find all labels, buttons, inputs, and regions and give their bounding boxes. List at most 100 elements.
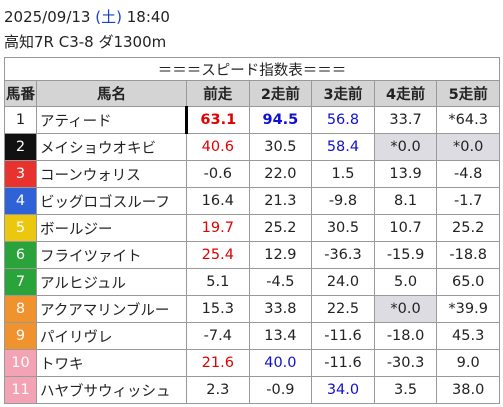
speed-index: 25.2	[436, 214, 500, 242]
horse-number: 9	[4, 322, 37, 350]
speed-index: -4.5	[248, 268, 313, 296]
column-header: 2走前	[248, 80, 313, 107]
horse-row: 9 パイリヴレ -7.4 13.4 -11.6 -18.0 45.3	[4, 322, 500, 350]
speed-index: 94.5	[248, 106, 313, 134]
speed-index: 1.5	[311, 160, 375, 188]
time: 18:40	[126, 8, 170, 26]
horse-row: 10 トワキ 21.6 40.0 -11.6 -30.3 9.0	[4, 349, 500, 377]
speed-index: 13.4	[248, 322, 313, 350]
horse-number: 3	[4, 160, 37, 188]
speed-index: 21.6	[186, 349, 250, 377]
speed-index: 45.3	[436, 322, 500, 350]
speed-index: -18.8	[436, 241, 500, 269]
speed-index: *0.0	[373, 133, 438, 161]
table-title: ＝＝＝スピード指数表＝＝＝	[4, 57, 500, 81]
date: 2025/09/13	[4, 8, 91, 26]
speed-index: 65.0	[436, 268, 500, 296]
horse-row: 6 フライツァイト 25.4 12.9 -36.3 -15.9 -18.8	[4, 241, 500, 269]
speed-index: 58.4	[311, 133, 375, 161]
speed-index: 5.1	[186, 268, 250, 296]
speed-index: 25.2	[248, 214, 313, 242]
horse-name: ボールジー	[36, 214, 187, 242]
speed-index: 10.7	[373, 214, 438, 242]
weekday: (土)	[95, 8, 122, 26]
speed-index: -7.4	[186, 322, 250, 350]
speed-index: 33.7	[373, 106, 438, 134]
horse-row: 8 アクアマリンブルー 15.3 33.8 22.5 *0.0 *39.9	[4, 295, 500, 323]
speed-index: 22.0	[248, 160, 313, 188]
horse-number: 1	[4, 106, 37, 134]
speed-table: ＝＝＝スピード指数表＝＝＝ 馬番 馬名 前走 2走前 3走前 4走前 5走前 1 アティード 63…	[4, 57, 500, 404]
speed-index: 5.0	[373, 268, 438, 296]
horse-name: コーンウォリス	[36, 160, 187, 188]
speed-index: 3.5	[373, 376, 438, 404]
horse-row: 3 コーンウォリス -0.6 22.0 1.5 13.9 -4.8	[4, 160, 500, 188]
horse-row: 2 メイショウオキビ 40.6 30.5 58.4 *0.0 *0.0	[4, 133, 500, 161]
race-info: 高知7R C3-8 ダ1300m	[4, 33, 167, 51]
horse-name: アクアマリンブルー	[36, 295, 187, 323]
horse-name: ビッグロゴスルーフ	[36, 187, 187, 215]
horse-number: 6	[4, 241, 37, 269]
table-body: ＝＝＝スピード指数表＝＝＝ 馬番 馬名 前走 2走前 3走前 4走前 5走前 1 アティード 63…	[4, 57, 500, 404]
speed-index: -9.8	[311, 187, 375, 215]
horse-number: 10	[4, 349, 37, 377]
horse-row: 1 アティード 63.1 94.5 56.8 33.7 *64.3	[4, 106, 500, 134]
horse-row: 11 ハヤブサウィッシュ 2.3 -0.9 34.0 3.5 38.0	[4, 376, 500, 404]
speed-index: -36.3	[311, 241, 375, 269]
speed-index: 56.8	[311, 106, 375, 134]
speed-index: -15.9	[373, 241, 438, 269]
speed-index: 19.7	[186, 214, 250, 242]
column-header: 5走前	[436, 80, 500, 107]
speed-index: -4.8	[436, 160, 500, 188]
horse-number: 11	[4, 376, 37, 404]
horse-name: メイショウオキビ	[36, 133, 187, 161]
speed-index: 30.5	[248, 133, 313, 161]
speed-index: 16.4	[186, 187, 250, 215]
speed-index: -0.9	[248, 376, 313, 404]
speed-index: 25.4	[186, 241, 250, 269]
horse-row: 4 ビッグロゴスルーフ 16.4 21.3 -9.8 8.1 -1.7	[4, 187, 500, 215]
header-line: 2025/09/13 (土) 18:40	[4, 6, 170, 27]
speed-index: 12.9	[248, 241, 313, 269]
speed-index: 2.3	[186, 376, 250, 404]
title-row: ＝＝＝スピード指数表＝＝＝	[4, 57, 500, 81]
horse-number: 5	[4, 214, 37, 242]
horse-name: トワキ	[36, 349, 187, 377]
horse-row: 7 アルヒジュル 5.1 -4.5 24.0 5.0 65.0	[4, 268, 500, 296]
speed-index: 38.0	[436, 376, 500, 404]
speed-index: *0.0	[373, 295, 438, 323]
speed-index: *64.3	[436, 106, 500, 134]
speed-index: 30.5	[311, 214, 375, 242]
header-row: 馬番 馬名 前走 2走前 3走前 4走前 5走前	[4, 80, 500, 107]
speed-index: 13.9	[373, 160, 438, 188]
column-header: 馬名	[36, 80, 187, 107]
speed-index: 63.1	[185, 106, 250, 134]
speed-index: *0.0	[436, 133, 500, 161]
speed-index: -11.6	[311, 349, 375, 377]
speed-index: 15.3	[186, 295, 250, 323]
horse-number: 8	[4, 295, 37, 323]
speed-index: 8.1	[373, 187, 438, 215]
speed-index: -30.3	[373, 349, 438, 377]
horse-name: フライツァイト	[36, 241, 187, 269]
horse-number: 4	[4, 187, 37, 215]
horse-name: ハヤブサウィッシュ	[36, 376, 187, 404]
speed-index: -0.6	[186, 160, 250, 188]
horse-row: 5 ボールジー 19.7 25.2 30.5 10.7 25.2	[4, 214, 500, 242]
speed-index: 33.8	[248, 295, 313, 323]
speed-index: 24.0	[311, 268, 375, 296]
speed-index: *39.9	[436, 295, 500, 323]
horse-number: 7	[4, 268, 37, 296]
speed-index: 40.6	[186, 133, 250, 161]
speed-index: 34.0	[311, 376, 375, 404]
column-header: 4走前	[373, 80, 438, 107]
speed-index: 40.0	[248, 349, 313, 377]
speed-index: -1.7	[436, 187, 500, 215]
column-header: 前走	[186, 80, 250, 107]
speed-index: 9.0	[436, 349, 500, 377]
horse-name: アルヒジュル	[36, 268, 187, 296]
column-header: 馬番	[4, 80, 37, 107]
speed-index: 21.3	[248, 187, 313, 215]
speed-index: -11.6	[311, 322, 375, 350]
speed-index: 22.5	[311, 295, 375, 323]
